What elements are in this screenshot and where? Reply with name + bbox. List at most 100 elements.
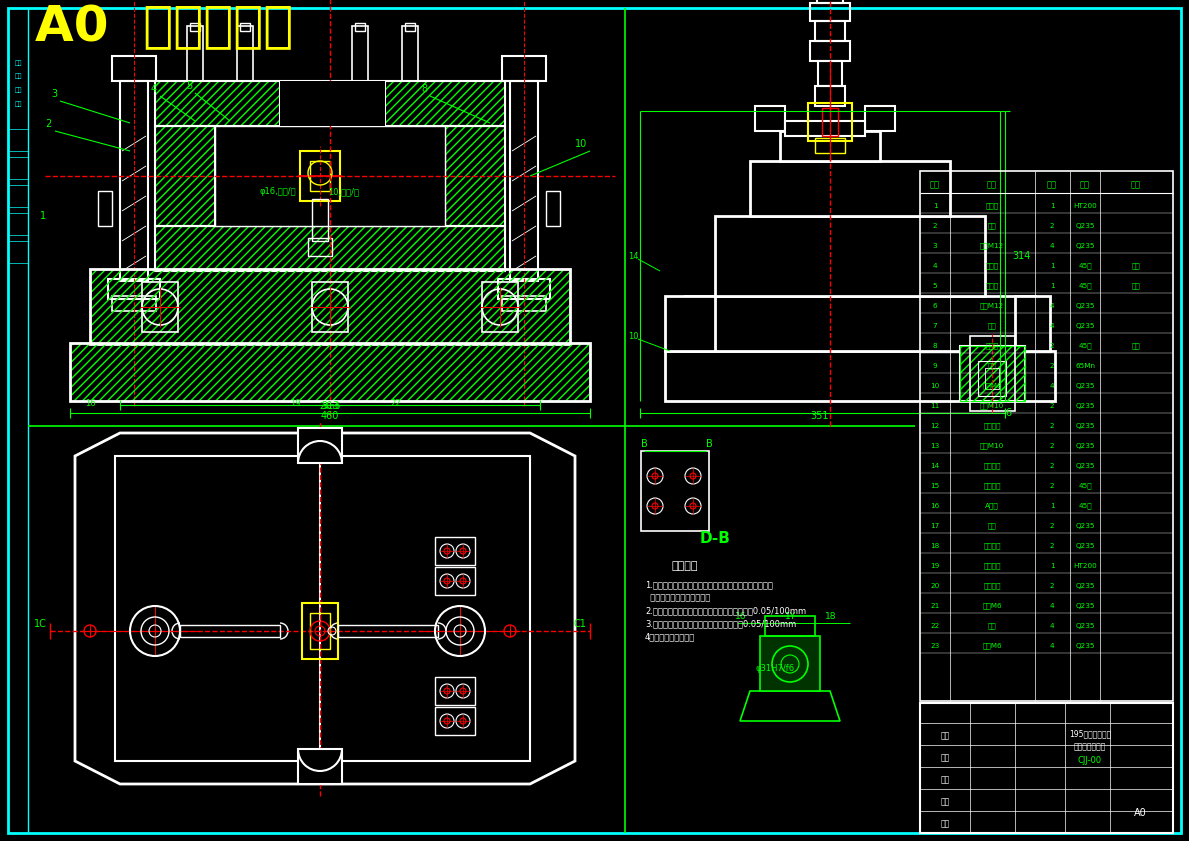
Bar [8,185,29,207]
Text: Q235: Q235 [1075,223,1095,229]
Text: 弹簧垫圈: 弹簧垫圈 [983,422,1001,429]
Bar [8,241,29,263]
Bar [822,108,838,136]
Bar [760,636,820,691]
Text: 1: 1 [932,203,937,209]
Bar [435,567,474,595]
Text: 螺母M6: 螺母M6 [982,643,1002,649]
Text: Q235: Q235 [1075,443,1095,449]
Text: CJJ-00: CJJ-00 [1078,756,1102,765]
Bar [312,199,328,241]
Text: 2: 2 [1050,543,1055,549]
Text: 20: 20 [930,583,939,589]
Text: 2: 2 [1050,343,1055,349]
Bar [300,151,340,201]
Text: 垫片: 垫片 [988,322,996,329]
Text: 6: 6 [932,303,937,309]
Text: 14: 14 [628,252,638,261]
Bar [155,126,215,226]
Bar [979,361,1006,396]
Text: Q235: Q235 [1075,463,1095,469]
Text: 16: 16 [735,612,747,621]
Text: 螺母M12: 螺母M12 [980,303,1005,309]
Text: 夹具底板: 夹具底板 [983,563,1001,569]
Text: 14: 14 [930,463,939,469]
Text: 22: 22 [390,399,401,408]
Text: 460: 460 [321,411,339,421]
Text: 1: 1 [1050,263,1055,269]
Text: 1C: 1C [34,619,46,629]
Text: Q235: Q235 [1075,423,1095,429]
Text: 17: 17 [930,523,939,529]
Bar [112,296,156,311]
Bar [155,81,505,126]
Bar [435,677,474,705]
Text: 9: 9 [932,363,937,369]
Bar [8,213,29,235]
Text: 5: 5 [185,81,191,91]
Text: Q235: Q235 [1075,583,1095,589]
Text: 10,圆柱/齿: 10,圆柱/齿 [328,187,359,196]
Bar [190,23,200,31]
Text: A0: A0 [1133,808,1146,818]
Bar [510,81,537,281]
Bar [302,603,338,659]
Text: 45钢: 45钢 [1078,502,1092,509]
Text: 1Y: 1Y [785,612,797,621]
Text: 2: 2 [1050,583,1055,589]
Text: 4: 4 [1050,323,1055,329]
Text: 5: 5 [932,283,937,289]
Text: 螺栓M10: 螺栓M10 [980,402,1005,409]
Text: 螺母M10: 螺母M10 [980,442,1005,449]
Bar [765,616,814,636]
Text: 更改: 更改 [14,87,21,93]
Bar [155,226,505,271]
Bar [8,129,29,151]
Text: 备注: 备注 [1131,180,1141,189]
Text: 18: 18 [930,543,939,549]
Text: 工艺: 工艺 [940,753,950,762]
Text: 申请: 申请 [14,102,21,107]
Bar [115,456,530,761]
Text: 1: 1 [1050,283,1055,289]
Text: 2: 2 [1050,223,1055,229]
Text: 1: 1 [40,211,46,221]
Text: 8: 8 [932,343,937,349]
Text: 3: 3 [51,89,57,99]
Bar [814,86,845,106]
Text: 195柴油机摇臂轴: 195柴油机摇臂轴 [1069,729,1112,738]
Text: 18: 18 [825,612,837,621]
Text: Q235: Q235 [1075,523,1095,529]
Text: 审核: 审核 [940,775,950,784]
Text: B: B [706,439,712,449]
Bar [818,61,842,86]
Text: 对刀块: 对刀块 [986,342,999,349]
Text: 7: 7 [932,323,937,329]
Text: 弹垫: 弹垫 [988,622,996,629]
Text: 4: 4 [1050,603,1055,609]
Bar [435,707,474,735]
Bar [780,131,880,161]
Bar [402,26,419,81]
Bar [70,343,590,401]
Bar [814,138,845,153]
Bar [338,625,438,637]
Text: 2: 2 [1050,423,1055,429]
Bar [405,23,415,31]
Bar [108,279,161,299]
Bar [279,81,385,126]
Bar [435,537,474,565]
Text: 校对: 校对 [940,797,950,806]
Text: Q235: Q235 [1075,643,1095,649]
Text: 压板: 压板 [988,222,996,229]
Text: 45钢: 45钢 [1078,483,1092,489]
Bar [155,226,505,271]
Bar [960,346,1025,401]
Text: Q235: Q235 [1075,323,1095,329]
Text: 1.零件棱边倒角应在加工后去毛刺，不得有毛刺，飞边，: 1.零件棱边倒角应在加工后去毛刺，不得有毛刺，飞边， [644,580,773,589]
Text: 定位销: 定位销 [986,262,999,269]
Text: 2.组装后公件夹紧后其工件夹紧面应平于基准面0.05/100mm: 2.组装后公件夹紧后其工件夹紧面应平于基准面0.05/100mm [644,606,806,615]
Bar [352,26,369,81]
Bar [298,749,342,784]
Text: 螺栓M12: 螺栓M12 [980,242,1005,249]
